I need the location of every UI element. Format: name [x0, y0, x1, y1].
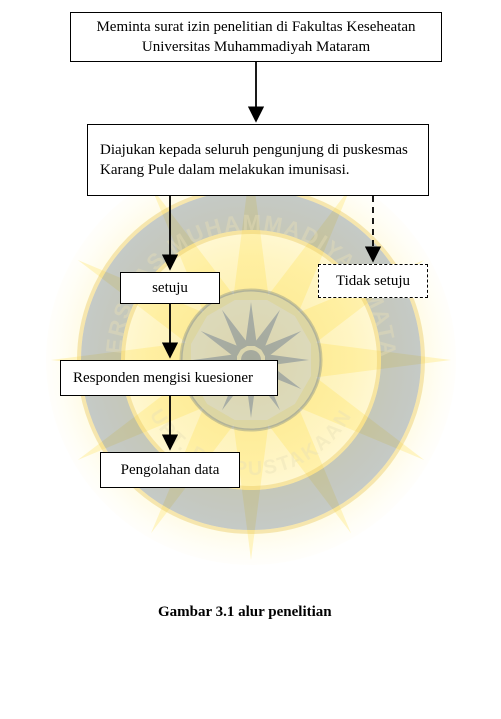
box-step1: Meminta surat izin penelitian di Fakulta… — [70, 12, 442, 62]
text-agree: setuju — [152, 278, 188, 298]
text-step4: Pengolahan data — [121, 460, 220, 480]
box-step4: Pengolahan data — [100, 452, 240, 488]
box-step3: Responden mengisi kuesioner — [60, 360, 278, 396]
text-step3: Responden mengisi kuesioner — [73, 368, 253, 388]
text-step1: Meminta surat izin penelitian di Fakulta… — [83, 17, 429, 58]
flowchart: Meminta surat izin penelitian di Fakulta… — [0, 0, 501, 719]
box-disagree: Tidak setuju — [318, 264, 428, 298]
text-step2: Diajukan kepada seluruh pengunjung di pu… — [100, 140, 416, 181]
box-agree: setuju — [120, 272, 220, 304]
text-disagree: Tidak setuju — [336, 271, 410, 291]
caption-text: Gambar 3.1 alur penelitian — [158, 604, 332, 620]
figure-caption: Gambar 3.1 alur penelitian — [158, 604, 332, 621]
box-step2: Diajukan kepada seluruh pengunjung di pu… — [87, 124, 429, 196]
